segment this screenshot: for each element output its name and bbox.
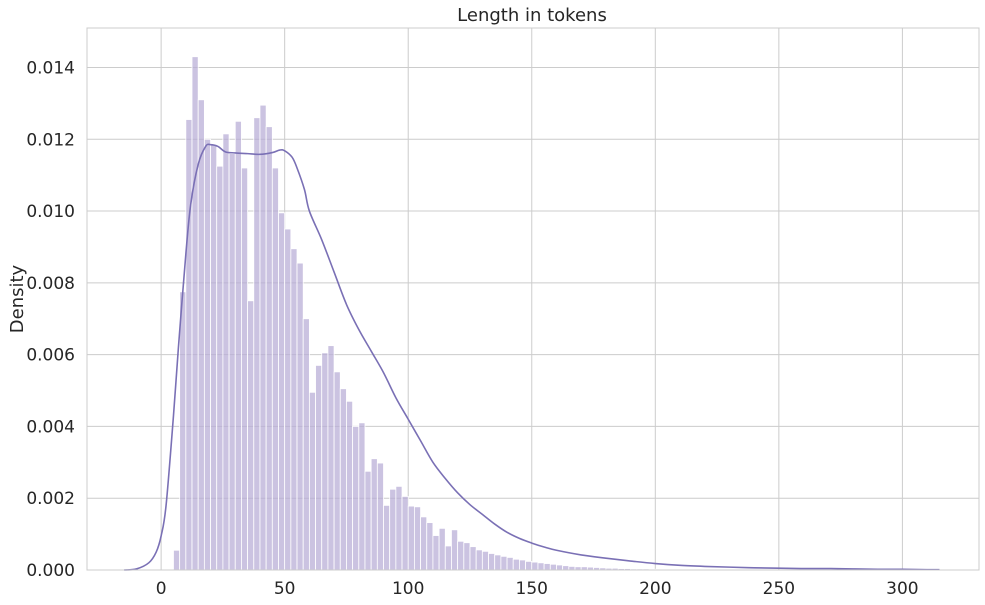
x-tick-label: 300	[886, 579, 918, 599]
y-tick-label: 0.010	[26, 202, 75, 222]
histogram-bar	[321, 352, 329, 571]
histogram-bar	[500, 555, 508, 571]
y-axis-title: Density	[7, 264, 28, 333]
y-tick-label: 0.012	[26, 130, 75, 150]
y-tick-label: 0.004	[26, 417, 75, 437]
histogram-bar	[512, 558, 520, 571]
histogram-bar	[506, 557, 514, 571]
y-tick-label: 0.008	[26, 274, 75, 294]
histogram-bar	[308, 391, 316, 571]
histogram-bar	[203, 138, 211, 571]
histogram-bar	[549, 563, 557, 571]
histogram-bar	[469, 546, 477, 571]
y-tick-labels: 0.000 0.002 0.004 0.006 0.008 0.010 0.012 0.014	[26, 58, 75, 581]
histogram-bar	[407, 505, 415, 571]
histogram-bar	[488, 553, 496, 571]
chart-title: Length in tokens	[457, 5, 607, 26]
histogram-bar	[531, 561, 539, 571]
histogram-bar	[296, 262, 304, 571]
x-tick-label: 250	[763, 579, 795, 599]
histogram-bar	[525, 560, 533, 571]
plot-border	[86, 27, 980, 571]
histogram-bar	[191, 56, 199, 571]
histogram-bar	[426, 522, 434, 571]
histogram-bar	[234, 120, 242, 571]
histogram-bar	[278, 212, 286, 571]
histogram-bar	[519, 559, 526, 571]
histogram-bar	[444, 545, 452, 571]
y-tick-label: 0.014	[26, 58, 75, 78]
histogram-bar	[173, 549, 181, 571]
histogram-bar	[432, 535, 440, 571]
y-tick-label: 0.006	[26, 346, 75, 366]
histogram-bar	[197, 99, 205, 571]
histogram-bar	[562, 565, 570, 571]
histogram-bar	[389, 488, 397, 571]
histogram-bar	[222, 133, 230, 571]
histogram-bar	[265, 126, 273, 571]
plot-frame	[86, 27, 980, 571]
x-tick-label: 150	[516, 579, 548, 599]
histogram-bar	[568, 566, 576, 571]
histogram-bar	[420, 516, 428, 571]
kde-curve-group	[123, 143, 940, 571]
histogram-bar	[179, 291, 187, 571]
x-tick-labels: 0 50 100 150 200 250 300	[156, 579, 919, 599]
histogram-bar	[370, 458, 378, 571]
histogram-bar	[358, 422, 366, 571]
y-tick-label: 0.000	[26, 561, 75, 581]
histogram-bars	[173, 56, 718, 571]
histogram-bar	[185, 119, 193, 571]
histogram-bar	[364, 470, 372, 571]
histogram-bar	[271, 167, 279, 571]
histogram-bar	[315, 365, 323, 571]
y-tick-label: 0.002	[26, 489, 75, 509]
histogram-bar	[352, 426, 360, 571]
histogram-bar	[457, 540, 465, 571]
histogram-bar	[259, 104, 267, 571]
histogram-bar	[413, 506, 421, 571]
kde-line	[123, 143, 940, 571]
histogram-bar	[383, 504, 391, 571]
histogram-bar	[401, 496, 409, 571]
histogram-bar	[216, 165, 224, 571]
histogram-bar	[290, 248, 298, 571]
histogram-bar	[451, 529, 459, 571]
histogram-bar	[395, 485, 403, 571]
histogram-bar	[284, 228, 292, 571]
histogram-bar	[543, 563, 551, 571]
histogram-bar	[556, 564, 564, 571]
x-tick-label: 0	[156, 579, 167, 599]
histogram-bar	[494, 554, 502, 571]
histogram-bar	[327, 345, 335, 571]
histogram-bar	[481, 550, 489, 571]
histogram-bar	[376, 462, 384, 571]
x-tick-label: 100	[392, 579, 424, 599]
histogram-bar	[537, 562, 545, 571]
histogram-bar	[241, 167, 249, 571]
histogram-bar	[339, 388, 347, 571]
histogram-bar	[333, 371, 341, 571]
histogram-bar	[228, 153, 236, 571]
histogram-bar	[438, 527, 446, 571]
x-tick-label: 50	[274, 579, 296, 599]
histogram-bar	[210, 144, 218, 571]
histogram-bar	[463, 542, 471, 571]
x-tick-label: 200	[639, 579, 671, 599]
histogram-bar	[346, 400, 354, 571]
histogram-bar	[247, 300, 255, 571]
histogram-bar	[475, 549, 483, 571]
histogram-bar	[302, 318, 310, 571]
histogram-bar	[253, 117, 261, 571]
